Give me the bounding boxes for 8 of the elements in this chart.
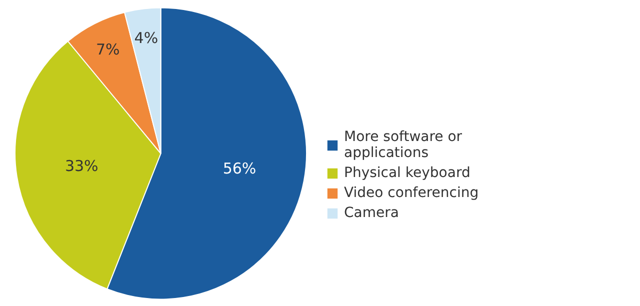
data-label: 33% xyxy=(64,157,98,176)
data-label: 4% xyxy=(134,28,158,47)
legend-label: Video conferencing xyxy=(344,185,479,201)
legend-label: Physical keyboard xyxy=(344,165,470,181)
data-label: 56% xyxy=(222,160,256,178)
data-label: 7% xyxy=(96,40,120,59)
legend-label: More software or applications xyxy=(344,129,462,161)
legend-label: Camera xyxy=(344,205,399,221)
